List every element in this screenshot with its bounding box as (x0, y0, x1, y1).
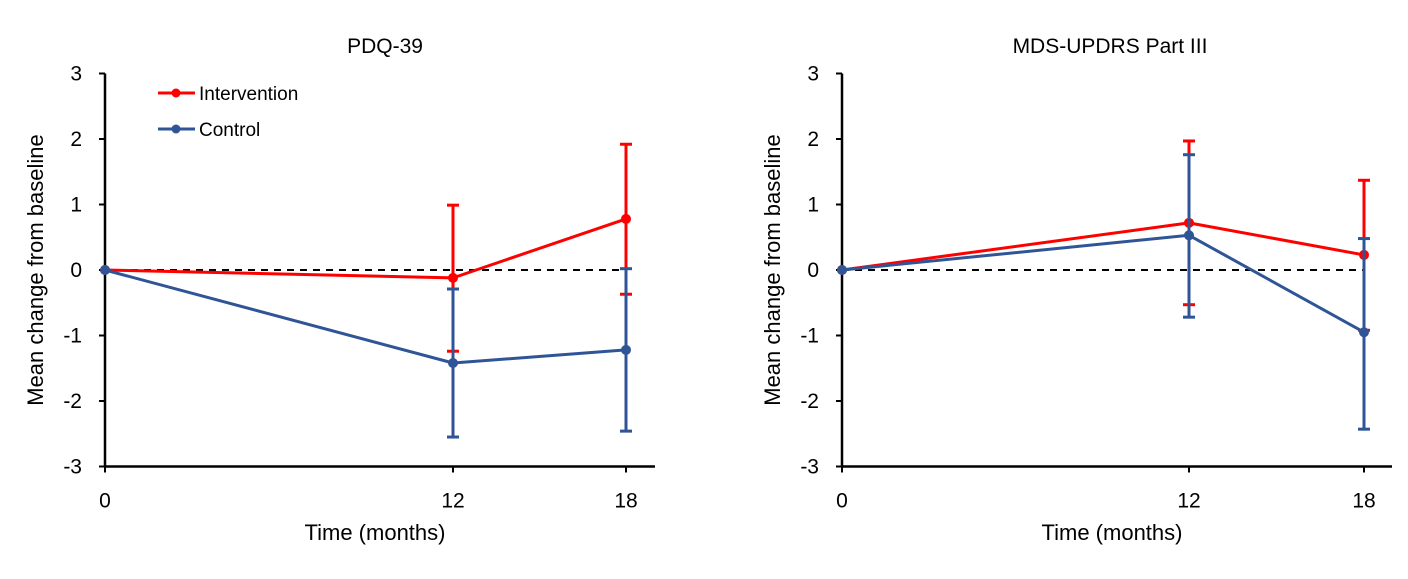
y-tick-label: -1 (800, 325, 819, 348)
x-tick-label: 18 (1352, 490, 1375, 513)
x-axis-label: Time (months) (1042, 520, 1183, 545)
data-point (621, 213, 631, 224)
y-tick-label: 0 (807, 259, 819, 282)
y-tick-label: -3 (63, 456, 82, 479)
y-tick-label: 3 (70, 63, 82, 86)
y-tick-label: 2 (807, 128, 819, 151)
y-axis-label: Mean change from baseline (23, 134, 48, 406)
series-control (100, 265, 632, 439)
chart-title: PDQ-39 (347, 35, 423, 58)
legend-swatch-marker (171, 124, 181, 134)
chart-title: MDS-UPDRS Part III (1013, 35, 1208, 58)
series-intervention (837, 139, 1370, 332)
data-point (448, 272, 458, 283)
y-tick-label: -2 (800, 390, 819, 413)
data-point (100, 265, 110, 275)
legend: Intervention Control (158, 84, 298, 141)
y-tick-label: 3 (807, 63, 819, 86)
data-point (1184, 230, 1194, 241)
legend-label: Control (199, 120, 260, 141)
x-tick-label: 0 (836, 490, 848, 513)
x-tick-label: 12 (1177, 490, 1200, 513)
y-axis-label: Mean change from baseline (760, 134, 785, 406)
y-tick-label: 1 (70, 194, 82, 217)
y-tick-label: -3 (800, 456, 819, 479)
data-point (837, 265, 847, 275)
x-tick-label: 12 (441, 490, 464, 513)
chart-panel-0: PDQ-39 3 2 1 0 -1 -2 -3 0 12 18 Time (months) Mean c… (23, 35, 655, 545)
series-line (841, 233, 1365, 334)
x-tick-label: 0 (99, 490, 111, 513)
data-point (1359, 327, 1369, 338)
series-intervention (100, 142, 632, 353)
x-axis-label: Time (months) (305, 520, 446, 545)
data-point (621, 344, 631, 355)
legend-swatch-marker (171, 88, 181, 98)
series-control (837, 153, 1370, 431)
data-point (448, 358, 458, 369)
y-tick-label: 2 (70, 128, 82, 151)
chart-panel-1: MDS-UPDRS Part III 3 2 1 0 -1 -2 -3 0 12 18 Time (m… (760, 35, 1392, 545)
y-tick-label: -2 (63, 390, 82, 413)
legend-label: Intervention (199, 84, 298, 105)
series-line (104, 268, 627, 365)
y-tick-label: -1 (63, 325, 82, 348)
y-tick-label: 0 (70, 259, 82, 282)
y-tick-label: 1 (807, 194, 819, 217)
x-tick-label: 18 (614, 490, 637, 513)
